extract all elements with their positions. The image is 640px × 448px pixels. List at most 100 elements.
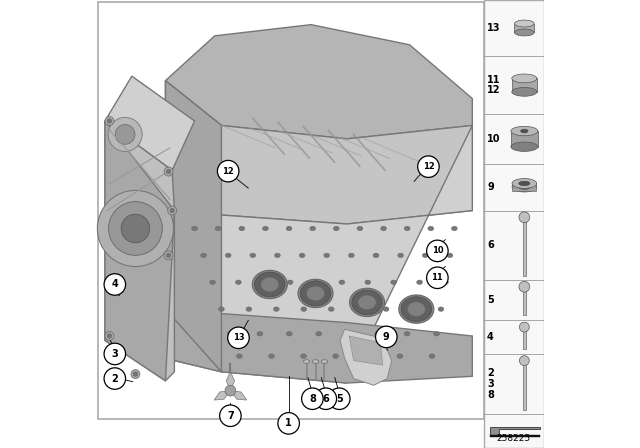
Circle shape — [108, 119, 112, 123]
Ellipse shape — [401, 297, 431, 322]
Text: 12: 12 — [222, 167, 234, 176]
Circle shape — [427, 240, 448, 262]
Polygon shape — [165, 81, 221, 372]
Circle shape — [105, 116, 114, 125]
Ellipse shape — [239, 226, 244, 231]
Text: 11: 11 — [487, 75, 500, 85]
Ellipse shape — [257, 332, 263, 336]
Ellipse shape — [250, 253, 256, 258]
Polygon shape — [165, 25, 472, 139]
Circle shape — [164, 167, 173, 176]
Ellipse shape — [333, 226, 339, 231]
Circle shape — [109, 202, 163, 255]
Bar — [512, 78, 537, 92]
Ellipse shape — [515, 20, 534, 27]
Ellipse shape — [381, 226, 387, 231]
Text: 5: 5 — [336, 394, 342, 404]
Text: 258225: 258225 — [497, 434, 531, 443]
Ellipse shape — [303, 360, 310, 363]
Ellipse shape — [262, 226, 268, 231]
Ellipse shape — [438, 307, 444, 311]
Ellipse shape — [286, 332, 292, 336]
Circle shape — [519, 212, 530, 223]
Polygon shape — [490, 435, 540, 436]
Polygon shape — [105, 121, 174, 381]
Polygon shape — [165, 309, 472, 383]
Text: 12: 12 — [422, 162, 435, 171]
Ellipse shape — [301, 354, 307, 358]
Text: 11: 11 — [431, 273, 444, 282]
Ellipse shape — [252, 270, 287, 299]
Ellipse shape — [312, 360, 319, 363]
Ellipse shape — [246, 307, 252, 311]
Ellipse shape — [348, 253, 355, 258]
Circle shape — [105, 332, 114, 340]
Ellipse shape — [328, 307, 334, 311]
Ellipse shape — [209, 280, 216, 284]
Ellipse shape — [515, 29, 534, 36]
Text: 4: 4 — [111, 280, 118, 289]
Circle shape — [170, 208, 175, 213]
Text: 8: 8 — [309, 394, 316, 404]
Ellipse shape — [191, 226, 198, 231]
Ellipse shape — [397, 354, 403, 358]
Ellipse shape — [321, 360, 328, 363]
Polygon shape — [230, 391, 246, 400]
Ellipse shape — [407, 302, 426, 316]
Ellipse shape — [324, 253, 330, 258]
Ellipse shape — [512, 179, 537, 189]
Ellipse shape — [298, 279, 333, 308]
Ellipse shape — [429, 354, 435, 358]
Text: 4: 4 — [487, 332, 494, 342]
Ellipse shape — [345, 332, 351, 336]
Circle shape — [315, 388, 337, 409]
Polygon shape — [340, 329, 392, 385]
Ellipse shape — [374, 332, 381, 336]
Ellipse shape — [300, 281, 331, 306]
Circle shape — [520, 356, 529, 366]
Circle shape — [108, 117, 142, 151]
Polygon shape — [165, 81, 472, 224]
Circle shape — [168, 206, 177, 215]
Ellipse shape — [512, 87, 537, 96]
Text: 9: 9 — [487, 182, 494, 192]
Ellipse shape — [519, 185, 530, 189]
Ellipse shape — [236, 280, 241, 284]
Ellipse shape — [227, 332, 234, 336]
Ellipse shape — [275, 253, 280, 258]
Polygon shape — [105, 121, 174, 381]
Circle shape — [115, 125, 135, 144]
Ellipse shape — [399, 295, 434, 323]
Ellipse shape — [316, 332, 322, 336]
Ellipse shape — [451, 226, 458, 231]
Circle shape — [427, 267, 448, 289]
Ellipse shape — [447, 253, 453, 258]
Ellipse shape — [286, 226, 292, 231]
Bar — [523, 361, 525, 410]
Circle shape — [418, 156, 439, 177]
Ellipse shape — [356, 307, 362, 311]
Ellipse shape — [200, 253, 207, 258]
Polygon shape — [105, 76, 195, 170]
Circle shape — [104, 368, 125, 389]
Text: 3: 3 — [487, 379, 494, 389]
Text: 2: 2 — [487, 368, 494, 379]
Ellipse shape — [307, 286, 324, 301]
Ellipse shape — [310, 226, 316, 231]
Polygon shape — [226, 372, 235, 391]
Ellipse shape — [215, 226, 221, 231]
Circle shape — [97, 190, 173, 267]
Circle shape — [131, 370, 140, 379]
Bar — [511, 131, 538, 147]
Text: 6: 6 — [323, 394, 329, 404]
Text: 6: 6 — [487, 240, 494, 250]
Ellipse shape — [301, 307, 307, 311]
Text: 9: 9 — [383, 332, 390, 342]
Ellipse shape — [422, 253, 428, 258]
Polygon shape — [214, 391, 230, 400]
Ellipse shape — [404, 332, 410, 336]
Bar — [523, 287, 526, 315]
Ellipse shape — [357, 226, 363, 231]
Ellipse shape — [433, 332, 440, 336]
Text: 2: 2 — [111, 374, 118, 383]
